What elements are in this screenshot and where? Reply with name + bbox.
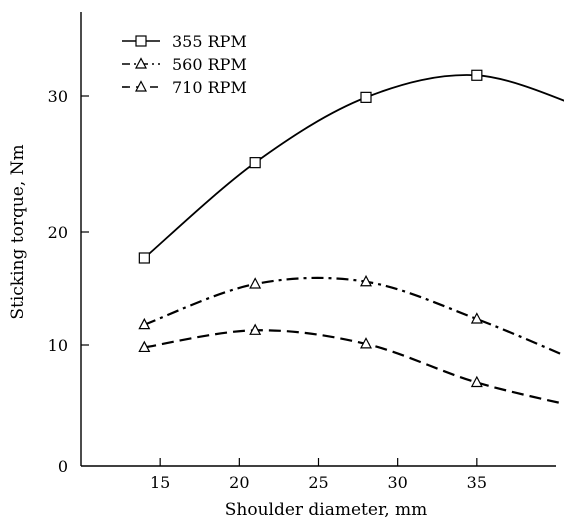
x-tick-label: 30 <box>387 473 407 492</box>
legend-entry: 710 RPM <box>122 78 247 97</box>
data-point <box>470 312 483 324</box>
series-line <box>143 74 564 259</box>
legend-entry: 355 RPM <box>122 32 247 51</box>
data-point <box>471 69 483 81</box>
data-point <box>138 317 151 330</box>
data-point <box>249 323 262 335</box>
data-point <box>138 252 150 264</box>
data-point <box>249 277 262 289</box>
series-line <box>143 276 564 357</box>
x-tick-label: 35 <box>467 473 487 492</box>
data-point <box>360 337 372 349</box>
x-tick-label: 20 <box>229 473 249 492</box>
legend-entry: 560 RPM <box>122 55 247 74</box>
series-1 <box>138 69 564 264</box>
y-tick-label: 0 <box>58 457 68 476</box>
legend-label: 710 RPM <box>172 78 247 97</box>
data-point <box>249 157 261 169</box>
y-tick-label: 20 <box>48 223 68 242</box>
series-line <box>144 329 564 405</box>
legend-label: 355 RPM <box>172 32 247 51</box>
y-tick-label: 30 <box>48 87 68 106</box>
axes: 15 20 25 30 35 0 10 20 30 <box>48 12 556 492</box>
plot-series <box>138 69 564 405</box>
legend-marker <box>135 35 147 47</box>
x-tick-label: 15 <box>150 473 170 492</box>
x-axis-label: Shoulder diameter, mm <box>225 500 428 520</box>
series-2 <box>138 274 564 357</box>
data-point <box>360 91 372 103</box>
data-point <box>360 274 372 287</box>
data-point <box>470 375 483 388</box>
legend-marker <box>135 57 147 69</box>
y-axis-label: Sticking torque, Nm <box>8 144 28 319</box>
data-point <box>138 340 151 353</box>
x-tick-label: 25 <box>308 473 328 492</box>
y-tick-label: 10 <box>48 336 68 355</box>
legend-label: 560 RPM <box>172 55 247 74</box>
legend-marker <box>135 80 147 92</box>
series-3 <box>138 323 564 405</box>
legend: 355 RPM 560 RPM 710 RPM <box>122 32 247 97</box>
